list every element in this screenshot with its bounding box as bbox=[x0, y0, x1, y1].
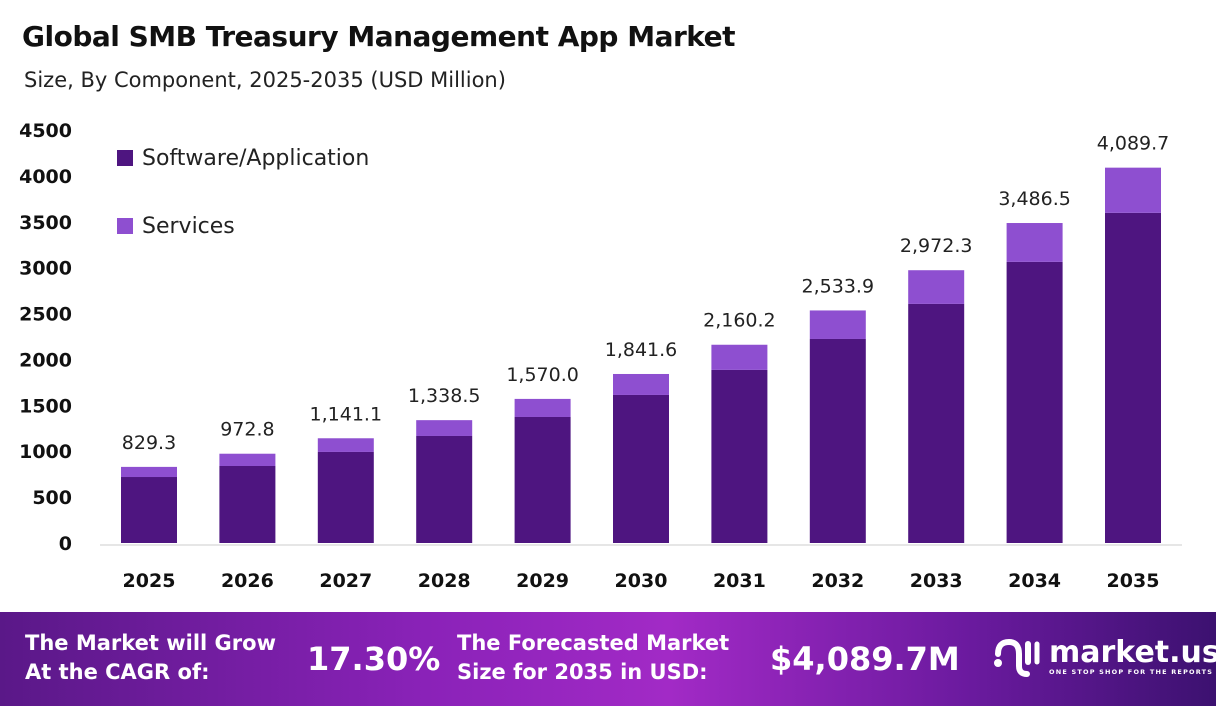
footer-banner: The Market will Grow At the CAGR of: 17.… bbox=[0, 612, 1216, 706]
bar-services bbox=[711, 344, 768, 370]
bar-software bbox=[317, 451, 374, 543]
x-tick-label: 2035 bbox=[1107, 570, 1160, 592]
cagr-label-line2: At the CAGR of: bbox=[25, 660, 210, 684]
y-tick-label: 3500 bbox=[19, 212, 72, 234]
bar-services bbox=[219, 453, 276, 466]
bar-software bbox=[1006, 261, 1063, 543]
logo-tagline: ONE STOP SHOP FOR THE REPORTS bbox=[1049, 668, 1214, 676]
x-tick-label: 2032 bbox=[811, 570, 864, 592]
chart-subtitle: Size, By Component, 2025-2035 (USD Milli… bbox=[24, 68, 506, 92]
bar-services bbox=[613, 373, 669, 395]
forecast-value: $4,089.7M bbox=[770, 640, 960, 678]
x-tick-label: 2031 bbox=[713, 570, 766, 592]
y-tick-label: 1500 bbox=[19, 395, 72, 417]
y-tick-label: 2500 bbox=[19, 304, 72, 326]
bar-services bbox=[121, 466, 177, 478]
x-tick-label: 2028 bbox=[418, 570, 471, 592]
x-tick-label: 2027 bbox=[319, 570, 372, 592]
x-tick-label: 2033 bbox=[910, 570, 963, 592]
bar-services bbox=[317, 438, 374, 452]
bar-software bbox=[1105, 212, 1161, 543]
forecast-label-line1: The Forecasted Market bbox=[457, 631, 730, 655]
total-data-label: 2,972.3 bbox=[900, 235, 973, 257]
bar-software bbox=[514, 416, 571, 543]
legend-label: Software/Application bbox=[142, 146, 369, 171]
x-tick-label: 2030 bbox=[615, 570, 668, 592]
bar-software bbox=[219, 465, 276, 543]
y-tick-label: 4500 bbox=[19, 120, 72, 142]
bar-services bbox=[1006, 223, 1063, 262]
market-us-logo: market.us ONE STOP SHOP FOR THE REPORTS bbox=[993, 636, 1216, 678]
bar-software bbox=[416, 435, 473, 543]
logo-mark-icon bbox=[994, 638, 1040, 677]
x-tick-label: 2025 bbox=[123, 570, 176, 592]
bar-chart: 0 500 1000 1500 2000 2500 3000 3500 4000 4500 829.… bbox=[19, 120, 1182, 592]
forecast-label: The Forecasted Market Size for 2035 in U… bbox=[457, 629, 729, 687]
y-tick-label: 1000 bbox=[19, 441, 72, 463]
bar-software bbox=[809, 338, 866, 543]
bar-services bbox=[416, 420, 473, 436]
cagr-label: The Market will Grow At the CAGR of: bbox=[25, 629, 276, 687]
bar-software bbox=[613, 394, 669, 543]
total-data-label: 1,570.0 bbox=[506, 364, 579, 386]
bar-software bbox=[908, 303, 965, 543]
legend-label: Services bbox=[142, 214, 235, 239]
total-data-label: 1,141.1 bbox=[310, 403, 383, 425]
y-tick-label: 500 bbox=[32, 487, 72, 509]
cagr-label-line1: The Market will Grow bbox=[25, 631, 276, 655]
legend-swatch bbox=[117, 218, 133, 234]
y-tick-label: 0 bbox=[59, 533, 72, 555]
total-data-label: 829.3 bbox=[122, 432, 176, 454]
cagr-value: 17.30% bbox=[307, 640, 441, 678]
bar-software bbox=[711, 369, 768, 543]
x-tick-label: 2034 bbox=[1008, 570, 1061, 592]
total-data-label: 1,338.5 bbox=[408, 385, 481, 407]
bar-software bbox=[121, 477, 177, 543]
bar-services bbox=[809, 310, 866, 339]
total-data-label: 2,160.2 bbox=[703, 310, 776, 332]
forecast-label-line2: Size for 2035 in USD: bbox=[457, 660, 708, 684]
legend-swatch bbox=[117, 150, 133, 166]
total-data-label: 1,841.6 bbox=[605, 339, 678, 361]
bar-services bbox=[1105, 167, 1161, 213]
x-tick-label: 2026 bbox=[221, 570, 274, 592]
x-tick-label: 2029 bbox=[516, 570, 569, 592]
total-data-label: 4,089.7 bbox=[1097, 133, 1170, 155]
chart-title: Global SMB Treasury Management App Marke… bbox=[22, 20, 736, 53]
y-tick-label: 3000 bbox=[19, 258, 72, 280]
y-tick-label: 2000 bbox=[19, 349, 72, 371]
total-data-label: 972.8 bbox=[220, 419, 274, 441]
y-tick-label: 4000 bbox=[19, 166, 72, 188]
total-data-label: 3,486.5 bbox=[998, 188, 1071, 210]
total-data-label: 2,533.9 bbox=[802, 275, 875, 297]
logo-name: market.us bbox=[1049, 635, 1216, 670]
bar-services bbox=[514, 398, 571, 417]
bar-services bbox=[908, 270, 965, 304]
